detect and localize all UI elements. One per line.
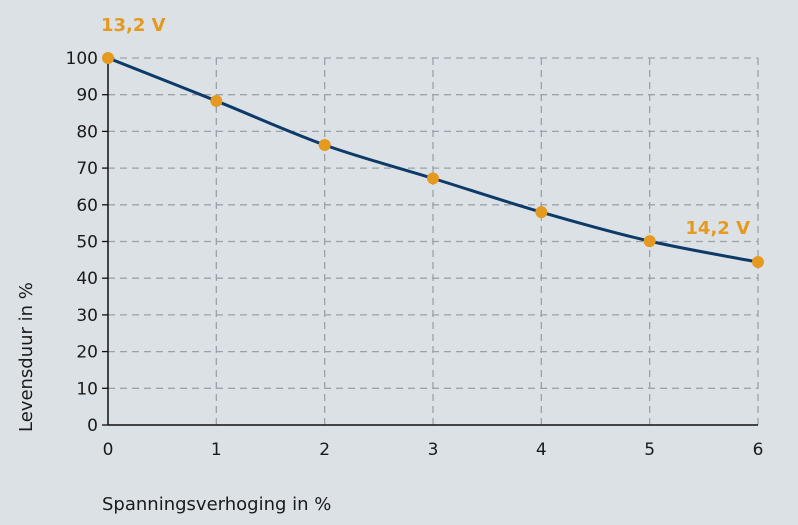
- y-tick-label: 50: [76, 233, 98, 253]
- x-tick-label: 2: [319, 440, 330, 460]
- y-tick-label: 60: [76, 196, 98, 216]
- data-point: [427, 172, 439, 185]
- y-tick-label: 100: [66, 49, 98, 69]
- y-axis-label: Levensduur in %: [16, 282, 37, 432]
- data-point: [210, 94, 223, 107]
- y-tick-label: 90: [76, 86, 98, 106]
- x-tick-label: 6: [753, 440, 764, 460]
- annotation-start-voltage: 13,2 V: [101, 15, 166, 36]
- y-tick-label: 30: [76, 306, 98, 326]
- x-axis-label: Spanningsverhoging in %: [102, 494, 331, 515]
- data-point: [318, 138, 331, 151]
- y-tick-label: 40: [76, 269, 98, 289]
- y-tick-label: 80: [76, 122, 98, 142]
- y-tick-label: 0: [87, 416, 98, 436]
- x-tick-label: 5: [644, 440, 655, 460]
- data-point: [102, 52, 114, 64]
- x-tick-label: 4: [536, 440, 547, 460]
- annotations: 13,2 V 14,2 V: [101, 15, 750, 239]
- data-point: [535, 206, 548, 219]
- annotation-end-voltage: 14,2 V: [685, 218, 750, 239]
- axes: [102, 57, 758, 426]
- grid: [108, 57, 759, 425]
- y-tick-label: 20: [76, 343, 98, 363]
- series: [102, 52, 764, 269]
- data-point: [643, 235, 656, 248]
- tick-labels: 0 10 20 30 40 50 60 70 80 90 100 0 1 2 3 4 5 6: [66, 49, 764, 460]
- x-tick-label: 0: [103, 440, 114, 460]
- x-tick-label: 3: [428, 440, 439, 460]
- y-tick-label: 10: [76, 379, 98, 399]
- x-tick-label: 1: [211, 440, 222, 460]
- y-tick-label: 70: [76, 159, 98, 179]
- data-point: [752, 256, 764, 269]
